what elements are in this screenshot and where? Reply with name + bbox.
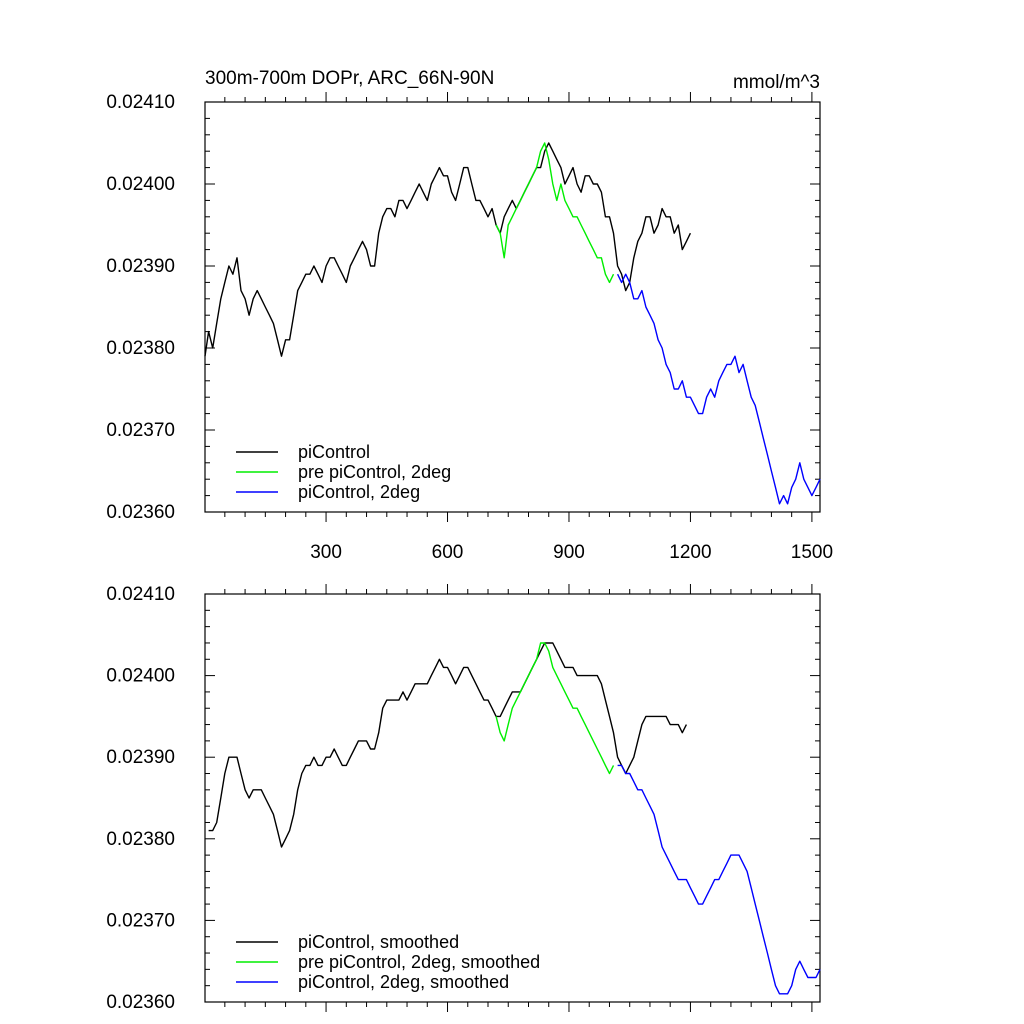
- y-tick-label: 0.02400: [106, 174, 175, 195]
- y-tick-label: 0.02400: [106, 666, 175, 687]
- legend-label: piControl: [298, 442, 370, 462]
- x-tick-label: 300: [310, 542, 342, 563]
- legend-label: piControl, 2deg: [298, 482, 420, 502]
- plot-frame: [204, 101, 821, 513]
- y-tick-label: 0.02410: [106, 584, 175, 605]
- x-tick-label: 600: [432, 542, 464, 563]
- y-tick-label: 0.02380: [106, 829, 175, 850]
- series-line-2: [495, 642, 615, 775]
- legend-label: pre piControl, 2deg, smoothed: [298, 952, 540, 972]
- y-tick-label: 0.02370: [106, 910, 175, 931]
- x-tick-label: 900: [553, 542, 585, 563]
- y-tick-label: 0.02390: [106, 256, 175, 277]
- y-tick-label: 0.02380: [106, 338, 175, 359]
- series-line-1: [208, 642, 688, 848]
- y-tick-label: 0.02390: [106, 747, 175, 768]
- y-tick-label: 0.02360: [106, 502, 175, 523]
- plot-frame: [204, 593, 821, 1003]
- units-label: mmol/m^3: [733, 72, 820, 93]
- x-tick-label: 1500: [791, 542, 833, 563]
- chart-title: 300m-700m DOPr, ARC_66N-90N: [205, 68, 494, 89]
- top-panel: 0.02360 0.02370 0.02380 0.02390 0.02400 0.024…: [106, 68, 833, 563]
- y-tick-label: 0.02360: [106, 992, 175, 1013]
- series-line-3: [616, 273, 821, 505]
- legend-label: piControl, smoothed: [298, 932, 459, 952]
- series-line-2: [495, 142, 615, 284]
- bottom-panel: 0.02360 0.02370 0.02380 0.02390 0.02400 0.024…: [106, 584, 821, 1013]
- legend-label: piControl, 2deg, smoothed: [298, 972, 509, 992]
- y-tick-label: 0.02370: [106, 420, 175, 441]
- legend-label: pre piControl, 2deg: [298, 462, 451, 482]
- x-tick-label: 1200: [669, 542, 711, 563]
- series-line-3: [617, 764, 821, 995]
- y-tick-label: 0.02410: [106, 92, 175, 113]
- series-line-1: [204, 142, 692, 357]
